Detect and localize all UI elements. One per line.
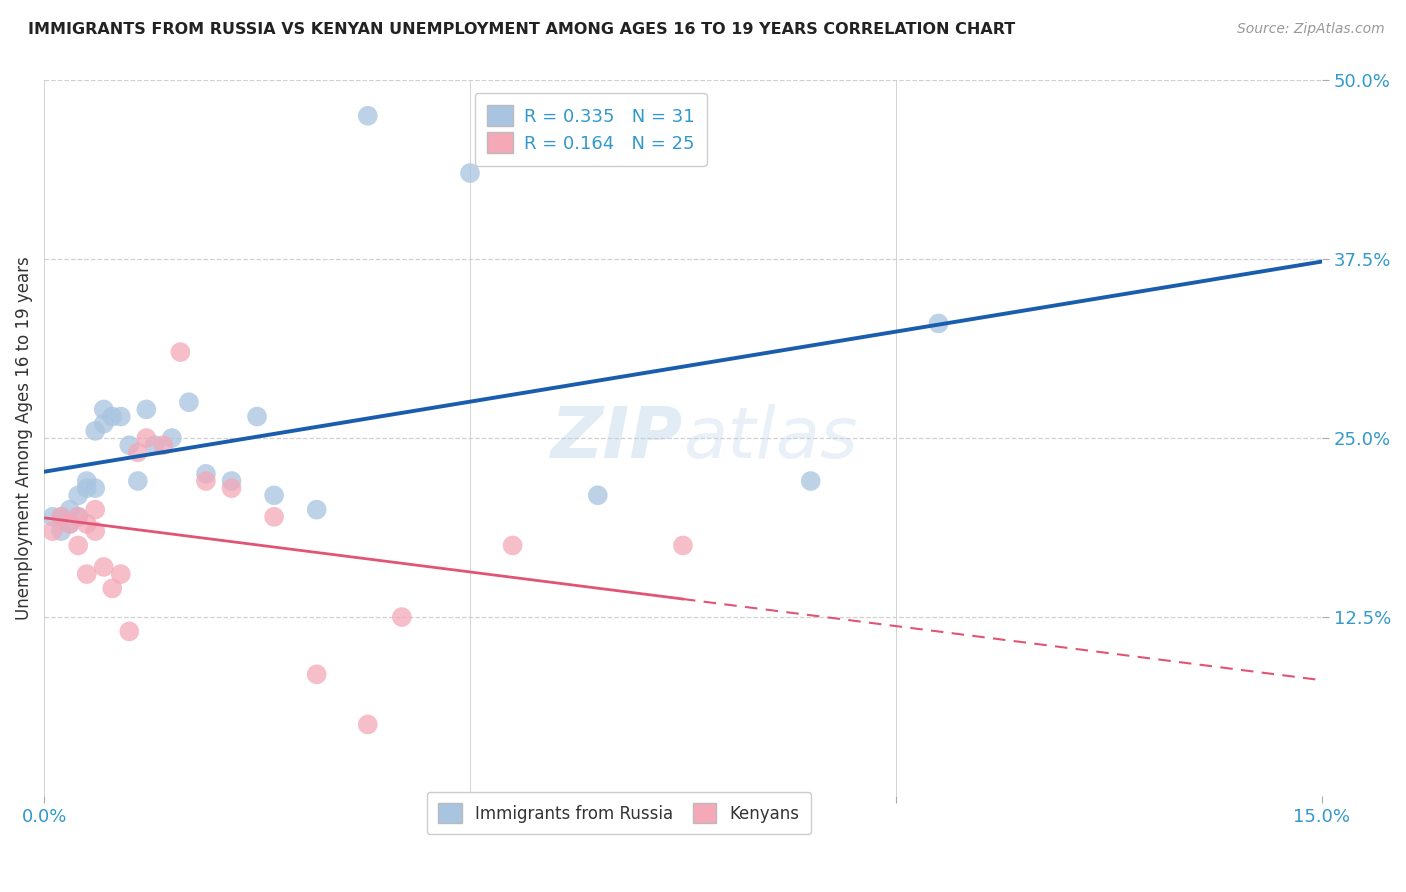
Legend: Immigrants from Russia, Kenyans: Immigrants from Russia, Kenyans	[426, 792, 811, 834]
Point	[93, 417, 115, 431]
Point	[246, 409, 269, 424]
Point	[221, 474, 243, 488]
Point	[169, 345, 191, 359]
Point	[194, 467, 217, 481]
Point	[41, 524, 63, 538]
Point	[76, 516, 98, 531]
Point	[59, 516, 82, 531]
Point	[76, 474, 98, 488]
Point	[59, 502, 82, 516]
Point	[67, 509, 90, 524]
Point	[391, 610, 413, 624]
Point	[84, 524, 107, 538]
Y-axis label: Unemployment Among Ages 16 to 19 years: Unemployment Among Ages 16 to 19 years	[15, 256, 32, 620]
Point	[127, 445, 149, 459]
Text: IMMIGRANTS FROM RUSSIA VS KENYAN UNEMPLOYMENT AMONG AGES 16 TO 19 YEARS CORRELAT: IMMIGRANTS FROM RUSSIA VS KENYAN UNEMPLO…	[28, 22, 1015, 37]
Point	[143, 438, 166, 452]
Point	[502, 538, 524, 552]
Point	[93, 402, 115, 417]
Point	[118, 624, 141, 639]
Point	[76, 481, 98, 495]
Point	[84, 502, 107, 516]
Point	[110, 409, 132, 424]
Point	[194, 474, 217, 488]
Point	[672, 538, 695, 552]
Point	[49, 524, 72, 538]
Point	[67, 538, 90, 552]
Point	[357, 717, 380, 731]
Point	[41, 509, 63, 524]
Point	[76, 567, 98, 582]
Text: atlas: atlas	[683, 403, 858, 473]
Point	[305, 502, 328, 516]
Point	[357, 109, 380, 123]
Point	[84, 424, 107, 438]
Point	[177, 395, 200, 409]
Point	[49, 509, 72, 524]
Point	[135, 431, 157, 445]
Point	[263, 509, 285, 524]
Point	[458, 166, 481, 180]
Point	[263, 488, 285, 502]
Point	[152, 438, 174, 452]
Point	[928, 317, 950, 331]
Text: Source: ZipAtlas.com: Source: ZipAtlas.com	[1237, 22, 1385, 37]
Point	[800, 474, 823, 488]
Point	[93, 560, 115, 574]
Point	[118, 438, 141, 452]
Point	[127, 474, 149, 488]
Point	[67, 509, 90, 524]
Point	[84, 481, 107, 495]
Point	[160, 431, 183, 445]
Point	[59, 516, 82, 531]
Point	[586, 488, 609, 502]
Point	[110, 567, 132, 582]
Point	[135, 402, 157, 417]
Point	[305, 667, 328, 681]
Point	[101, 409, 124, 424]
Point	[49, 509, 72, 524]
Text: ZIP: ZIP	[551, 403, 683, 473]
Point	[221, 481, 243, 495]
Point	[67, 488, 90, 502]
Point	[101, 582, 124, 596]
